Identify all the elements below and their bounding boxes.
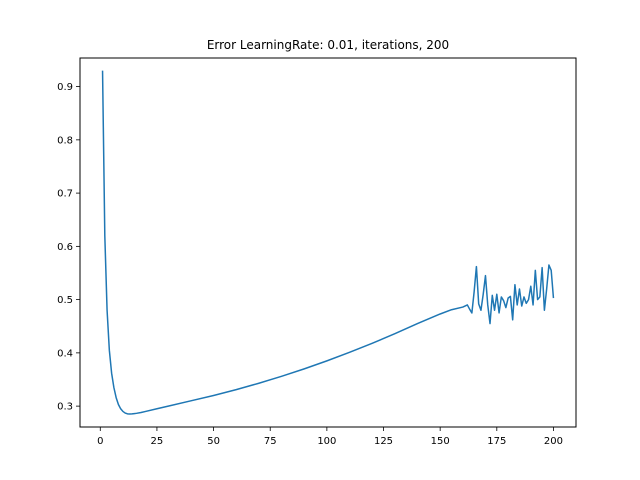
x-tick-label: 100 [317,436,336,447]
series-line-0 [101,70,555,415]
chart-title: Error LearningRate: 0.01, iterations, 20… [207,38,449,52]
x-tick-label: 200 [544,436,563,447]
x-axis: 0 25 50 75 100 125 150 175 200 [97,427,563,447]
x-tick-label: 0 [97,436,103,447]
y-tick-label: 0.3 [57,402,73,413]
y-axis: 0.3 0.4 0.5 0.6 0.7 0.8 0.9 [57,82,80,413]
y-tick-label: 0.4 [57,348,73,359]
x-tick-label: 150 [431,436,450,447]
x-tick-label: 75 [264,436,277,447]
y-tick-label: 0.5 [57,295,73,306]
x-tick-label: 125 [374,436,393,447]
axes-frame [79,57,577,428]
x-tick-label: 25 [151,436,164,447]
x-tick-label: 50 [207,436,220,447]
x-tick-label: 175 [487,436,506,447]
y-tick-label: 0.9 [57,82,73,93]
y-tick-label: 0.7 [57,189,73,200]
y-tick-label: 0.6 [57,242,73,253]
y-tick-label: 0.8 [57,135,73,146]
plot-area [101,70,555,415]
